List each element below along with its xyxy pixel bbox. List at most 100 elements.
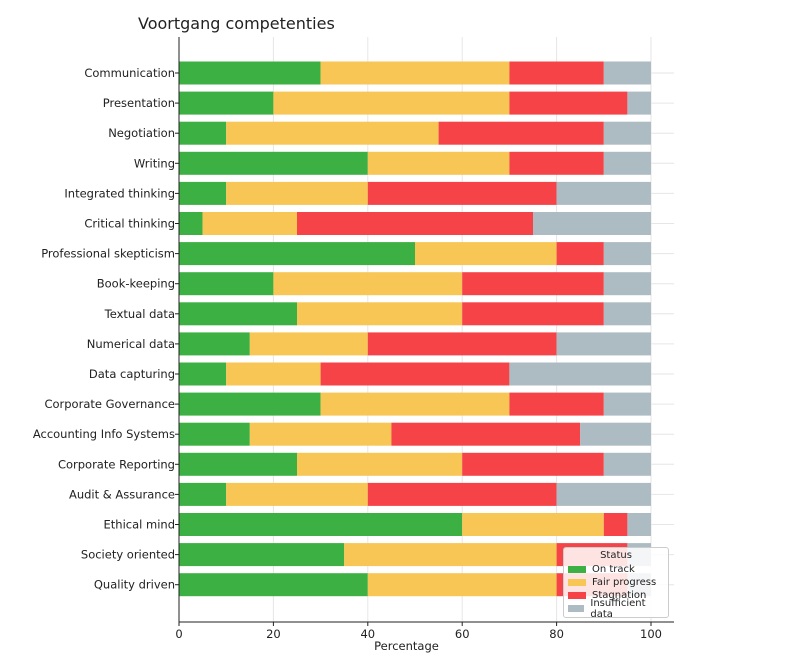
bar-segment: [202, 212, 297, 235]
bar-segment: [179, 332, 250, 356]
bar-segment: [179, 422, 250, 446]
bar-segment: [627, 513, 651, 536]
bar-segment: [179, 362, 227, 386]
bar-segment: [580, 422, 651, 446]
legend-item: On track: [568, 563, 664, 576]
legend-label: Insufficient data: [590, 597, 646, 620]
bar-segment: [179, 151, 368, 175]
bar-segment: [179, 91, 274, 115]
bar-segment: [509, 362, 651, 386]
y-tick-label: Quality driven: [94, 578, 175, 592]
bar-segment: [603, 272, 651, 296]
chart-title: Voortgang competenties: [138, 14, 335, 33]
bar-segment: [438, 121, 604, 145]
bar-segment: [367, 181, 557, 205]
bar-segment: [249, 422, 392, 446]
x-tick-label: 60: [455, 627, 470, 641]
y-tick-label: Book-keeping: [97, 277, 175, 291]
bar-segment: [179, 212, 203, 235]
x-tick-label: 0: [175, 627, 182, 641]
y-tick-label: Communication: [84, 66, 175, 80]
legend-swatch: [568, 605, 585, 612]
bar-segment: [226, 362, 321, 386]
bar-segment: [462, 272, 604, 296]
legend-label: Stagnation: [592, 590, 647, 601]
bar-segment: [462, 302, 604, 326]
bar-segment: [603, 392, 651, 416]
legend-item: Stagnation: [568, 589, 664, 602]
legend-swatch: [568, 579, 586, 586]
bar-segment: [462, 452, 604, 476]
bar-segment: [556, 332, 651, 356]
bar-segment: [627, 91, 651, 115]
y-tick-label: Professional skepticism: [41, 247, 175, 261]
bar-segment: [367, 332, 557, 356]
bar-segment: [603, 513, 628, 536]
bar-segment: [297, 452, 463, 476]
bar-segment: [603, 151, 651, 175]
bar-segment: [603, 452, 651, 476]
y-tick-label: Accounting Info Systems: [33, 427, 175, 441]
bar-segment: [179, 242, 415, 266]
legend-item: Fair progress: [568, 576, 664, 589]
bar-segment: [297, 212, 533, 235]
bar-segment: [249, 332, 368, 356]
bar-segment: [603, 61, 651, 85]
bar-segment: [556, 181, 651, 205]
legend-label: Fair progress: [592, 577, 657, 588]
bar-segment: [556, 242, 604, 266]
bar-segment: [226, 181, 368, 205]
y-tick-label: Data capturing: [89, 367, 175, 381]
y-tick-label: Audit & Assurance: [69, 487, 175, 501]
x-tick-label: 40: [360, 627, 375, 641]
bar-segment: [179, 121, 227, 145]
bar-segment: [391, 422, 581, 446]
x-tick-label: 20: [266, 627, 281, 641]
bar-segment: [509, 61, 604, 85]
bar-segment: [179, 452, 297, 476]
bar-segment: [179, 543, 345, 567]
legend-title: Status: [600, 550, 632, 561]
legend-swatch: [568, 566, 586, 573]
bar-segment: [179, 513, 463, 536]
bar-segment: [179, 61, 321, 85]
bar-segment: [344, 543, 557, 567]
bar-segment: [273, 91, 510, 115]
y-tick-label: Ethical mind: [104, 518, 175, 532]
y-tick-label: Integrated thinking: [64, 186, 175, 200]
bar-segment: [226, 121, 439, 145]
bar-segment: [367, 573, 557, 597]
y-tick-label: Critical thinking: [84, 217, 175, 231]
y-tick-label: Corporate Reporting: [58, 457, 175, 471]
bar-segment: [367, 151, 510, 175]
y-tick-label: Negotiation: [108, 126, 175, 140]
bar-segment: [415, 242, 557, 266]
bar-segment: [367, 482, 557, 506]
bar-segment: [509, 392, 604, 416]
bar-segment: [297, 302, 463, 326]
y-tick-label: Society oriented: [81, 548, 175, 562]
bar-segment: [509, 151, 604, 175]
bar-segment: [273, 272, 463, 296]
bar-segment: [179, 482, 227, 506]
bar-segment: [179, 392, 321, 416]
bar-segment: [603, 121, 651, 145]
legend-swatch: [568, 592, 586, 599]
y-tick-label: Textual data: [104, 307, 175, 321]
y-tick-label: Numerical data: [87, 337, 175, 351]
bar-segment: [179, 573, 368, 597]
bar-segment: [320, 61, 510, 85]
y-tick-label: Presentation: [103, 96, 175, 110]
y-tick-label: Corporate Governance: [44, 397, 175, 411]
bar-segment: [179, 181, 227, 205]
bar-segment: [556, 482, 651, 506]
bar-segment: [320, 362, 510, 386]
bar-segment: [533, 212, 651, 235]
x-tick-label: 80: [549, 627, 564, 641]
legend-label: On track: [592, 564, 635, 575]
x-axis-label: Percentage: [374, 639, 439, 653]
bar-segment: [179, 272, 274, 296]
x-tick-label: 100: [640, 627, 662, 641]
bar-segment: [226, 482, 368, 506]
